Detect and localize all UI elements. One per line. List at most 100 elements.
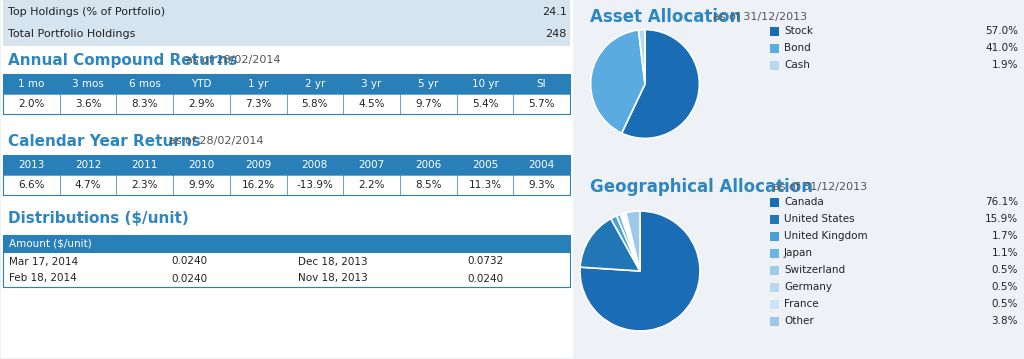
- Text: 8.5%: 8.5%: [415, 180, 441, 190]
- Text: Mar 17, 2014: Mar 17, 2014: [9, 256, 78, 266]
- Text: 2.0%: 2.0%: [18, 99, 44, 109]
- Text: United Kingdom: United Kingdom: [784, 231, 867, 241]
- Text: 1.1%: 1.1%: [991, 248, 1018, 258]
- Wedge shape: [626, 211, 640, 271]
- Text: 2 yr: 2 yr: [305, 79, 325, 89]
- Wedge shape: [622, 29, 699, 139]
- Text: Distributions ($/unit): Distributions ($/unit): [8, 211, 188, 227]
- Text: Other: Other: [784, 316, 814, 326]
- FancyBboxPatch shape: [770, 198, 779, 207]
- Text: 2011: 2011: [131, 160, 158, 170]
- Text: 8.3%: 8.3%: [131, 99, 158, 109]
- FancyBboxPatch shape: [3, 155, 570, 175]
- Text: 9.9%: 9.9%: [188, 180, 215, 190]
- Text: Top Holdings (% of Portfolio): Top Holdings (% of Portfolio): [8, 7, 165, 17]
- Text: 2008: 2008: [302, 160, 328, 170]
- FancyBboxPatch shape: [3, 94, 570, 114]
- Wedge shape: [591, 30, 645, 133]
- Text: Bond: Bond: [784, 43, 811, 53]
- Text: as of 28/02/2014: as of 28/02/2014: [169, 136, 263, 146]
- Text: 2013: 2013: [18, 160, 44, 170]
- FancyBboxPatch shape: [770, 317, 779, 326]
- Text: 4.5%: 4.5%: [358, 99, 385, 109]
- Text: 57.0%: 57.0%: [985, 26, 1018, 36]
- Text: 3.8%: 3.8%: [991, 316, 1018, 326]
- Text: 0.5%: 0.5%: [991, 265, 1018, 275]
- Text: Switzerland: Switzerland: [784, 265, 845, 275]
- Wedge shape: [623, 213, 640, 271]
- FancyBboxPatch shape: [770, 300, 779, 309]
- FancyBboxPatch shape: [770, 61, 779, 70]
- Text: 24.1: 24.1: [542, 7, 567, 17]
- Text: 0.0732: 0.0732: [467, 256, 503, 266]
- Bar: [3, 74, 570, 114]
- Text: Japan: Japan: [784, 248, 813, 258]
- Wedge shape: [639, 29, 645, 84]
- FancyBboxPatch shape: [770, 283, 779, 292]
- Text: 248: 248: [546, 29, 567, 39]
- Text: 0.0240: 0.0240: [171, 256, 207, 266]
- FancyBboxPatch shape: [1, 1, 573, 358]
- Text: 9.7%: 9.7%: [415, 99, 441, 109]
- Text: as of 31/12/2013: as of 31/12/2013: [773, 182, 867, 192]
- Text: 1.9%: 1.9%: [991, 60, 1018, 70]
- Text: 11.3%: 11.3%: [468, 180, 502, 190]
- Text: Total Portfolio Holdings: Total Portfolio Holdings: [8, 29, 135, 39]
- Wedge shape: [580, 211, 700, 331]
- Text: Calendar Year Returns: Calendar Year Returns: [8, 134, 201, 149]
- Wedge shape: [616, 214, 640, 271]
- Text: 15.9%: 15.9%: [985, 214, 1018, 224]
- Text: 2.9%: 2.9%: [188, 99, 215, 109]
- FancyBboxPatch shape: [3, 235, 570, 253]
- Text: Feb 18, 2014: Feb 18, 2014: [9, 274, 77, 284]
- Text: France: France: [784, 299, 818, 309]
- Text: as of 28/02/2014: as of 28/02/2014: [186, 55, 281, 65]
- Text: 1.7%: 1.7%: [991, 231, 1018, 241]
- Text: 76.1%: 76.1%: [985, 197, 1018, 207]
- Text: Nov 18, 2013: Nov 18, 2013: [298, 274, 368, 284]
- Text: 2005: 2005: [472, 160, 498, 170]
- Text: 3.6%: 3.6%: [75, 99, 101, 109]
- Text: 3 yr: 3 yr: [361, 79, 382, 89]
- Text: 16.2%: 16.2%: [242, 180, 274, 190]
- Text: 0.0240: 0.0240: [171, 274, 207, 284]
- Text: SI: SI: [537, 79, 547, 89]
- Text: 2.2%: 2.2%: [358, 180, 385, 190]
- Text: 6 mos: 6 mos: [129, 79, 161, 89]
- Text: 5.4%: 5.4%: [472, 99, 499, 109]
- Text: 2.3%: 2.3%: [131, 180, 158, 190]
- Text: Geographical Allocation: Geographical Allocation: [590, 178, 813, 196]
- FancyBboxPatch shape: [770, 249, 779, 258]
- Text: Germany: Germany: [784, 282, 831, 292]
- Text: 0.0240: 0.0240: [467, 274, 503, 284]
- Text: Dec 18, 2013: Dec 18, 2013: [298, 256, 368, 266]
- Text: 6.6%: 6.6%: [18, 180, 45, 190]
- Text: 4.7%: 4.7%: [75, 180, 101, 190]
- Text: Cash: Cash: [784, 60, 810, 70]
- FancyBboxPatch shape: [770, 266, 779, 275]
- Text: 2006: 2006: [415, 160, 441, 170]
- Text: 1 yr: 1 yr: [248, 79, 268, 89]
- Text: Amount ($/unit): Amount ($/unit): [9, 239, 92, 249]
- Wedge shape: [624, 213, 640, 271]
- Text: 41.0%: 41.0%: [985, 43, 1018, 53]
- Text: Stock: Stock: [784, 26, 813, 36]
- Text: 5.7%: 5.7%: [528, 99, 555, 109]
- Text: 1 mo: 1 mo: [18, 79, 44, 89]
- FancyBboxPatch shape: [3, 74, 570, 94]
- Text: YTD: YTD: [191, 79, 212, 89]
- FancyBboxPatch shape: [3, 0, 570, 46]
- Text: 2004: 2004: [528, 160, 555, 170]
- Text: Asset Allocation: Asset Allocation: [590, 8, 741, 26]
- Bar: [3, 235, 570, 287]
- Text: United States: United States: [784, 214, 855, 224]
- FancyBboxPatch shape: [770, 215, 779, 224]
- Text: 2012: 2012: [75, 160, 101, 170]
- FancyBboxPatch shape: [770, 232, 779, 241]
- Text: 7.3%: 7.3%: [245, 99, 271, 109]
- Text: 10 yr: 10 yr: [471, 79, 499, 89]
- Wedge shape: [621, 214, 640, 271]
- Text: Canada: Canada: [784, 197, 823, 207]
- Text: 9.3%: 9.3%: [528, 180, 555, 190]
- Wedge shape: [610, 216, 640, 271]
